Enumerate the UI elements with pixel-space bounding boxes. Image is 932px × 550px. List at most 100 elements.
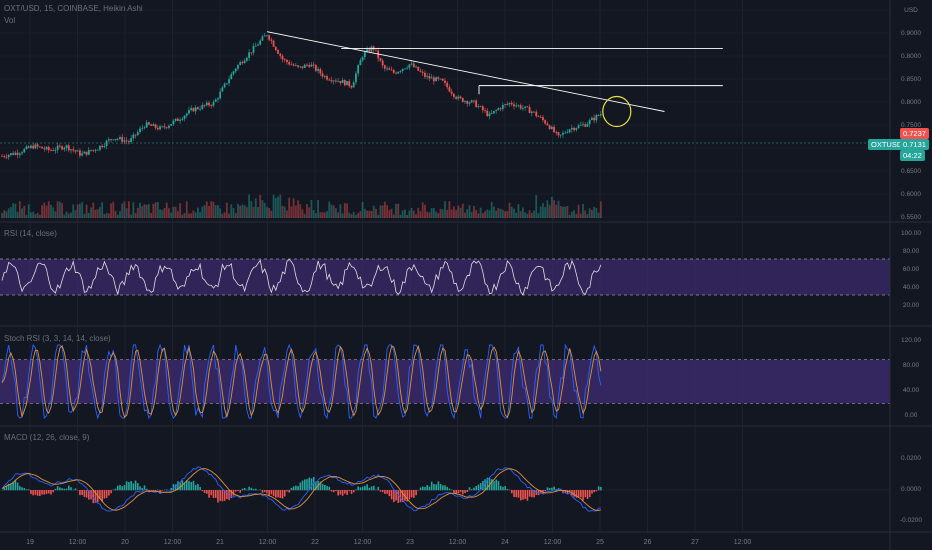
symbol-header[interactable]: OXT/USD, 15, COINBASE, Heikin Ashi: [4, 4, 143, 13]
volume-bar: [47, 201, 50, 218]
volume-bar: [63, 214, 66, 218]
macd-histogram-bar: [457, 490, 460, 494]
macd-histogram-bar: [170, 487, 173, 491]
volume-bar: [12, 203, 15, 218]
macd-histogram-bar: [495, 479, 498, 491]
macd-histogram-bar: [297, 486, 299, 491]
volume-bar: [87, 212, 90, 218]
macd-histogram-bar: [139, 486, 141, 491]
candle-body: [306, 64, 308, 66]
volume-bar: [152, 203, 155, 218]
volume-bar: [281, 205, 284, 218]
volume-bar: [210, 201, 213, 218]
candle-body: [190, 108, 193, 110]
volume-bar: [290, 206, 293, 218]
candle-body: [61, 146, 64, 150]
volume-bar: [10, 206, 12, 218]
macd-signal-line: [1, 468, 601, 511]
price-pane[interactable]: [0, 31, 890, 160]
candle-body: [312, 64, 315, 66]
candle-body: [161, 126, 164, 128]
macd-histogram-bar: [453, 490, 455, 493]
volume-bar: [404, 209, 406, 218]
candle-body: [290, 64, 293, 66]
volume-bar: [495, 210, 498, 218]
volume-bar: [96, 209, 99, 218]
macd-histogram-bar: [74, 488, 77, 491]
candle-body: [203, 104, 206, 106]
volume-bar: [366, 210, 368, 218]
candle-body: [7, 154, 10, 158]
macd-histogram-bar: [92, 490, 95, 504]
stoch-rsi-label[interactable]: Stoch RSI (3, 3, 14, 14, close): [4, 334, 111, 343]
candle-body: [452, 93, 455, 97]
macd-histogram-bar: [194, 484, 197, 491]
candle-body: [301, 66, 304, 68]
macd-histogram-bar: [32, 490, 34, 496]
highlight-circle: [602, 95, 632, 128]
macd-histogram-bar: [544, 490, 547, 492]
volume-bar: [444, 201, 446, 218]
volume-bar: [141, 206, 144, 218]
candle-body: [101, 145, 104, 147]
volume-bar: [343, 203, 346, 218]
candle-body: [99, 145, 101, 150]
candle-body: [85, 151, 88, 155]
macd-histogram-bar: [493, 481, 495, 491]
volume-bar: [475, 209, 478, 218]
macd-histogram-bar: [19, 486, 21, 491]
candle-body: [386, 68, 388, 70]
x-tick-label: 12:00: [354, 539, 372, 546]
macd-histogram-bar: [312, 476, 315, 491]
volume-bar: [504, 211, 506, 218]
volume-bar: [397, 203, 400, 218]
macd-histogram-bar: [237, 490, 239, 492]
volume-bar: [41, 205, 43, 218]
volume-bar: [36, 212, 39, 218]
candle-body: [250, 52, 253, 54]
candle-body: [542, 117, 544, 121]
candle-body: [272, 40, 275, 47]
candle-body: [521, 107, 524, 109]
volume-bar: [245, 207, 248, 218]
rsi-pane[interactable]: [0, 258, 890, 296]
candle-body: [357, 65, 360, 74]
volume-bar: [250, 201, 253, 218]
macd-pane[interactable]: [0, 466, 890, 512]
volume-bar: [154, 202, 157, 218]
rsi-label[interactable]: RSI (14, close): [4, 229, 57, 238]
macd-histogram-bar: [286, 490, 288, 492]
macd-histogram-bar: [137, 483, 139, 491]
candle-body: [123, 140, 126, 142]
macd-histogram-bar: [337, 490, 339, 496]
volume-label[interactable]: Vol: [4, 16, 16, 25]
candle-body: [515, 105, 518, 107]
macd-histogram-bar: [157, 489, 159, 491]
candle-body: [214, 99, 217, 102]
volume-bar: [370, 210, 373, 218]
macd-line: [1, 466, 601, 512]
candle-body: [490, 113, 493, 114]
candle-body: [228, 79, 230, 84]
macd-histogram-bar: [34, 490, 37, 495]
macd-histogram-bar: [491, 479, 493, 491]
candle-body: [148, 122, 150, 125]
volume-bar: [399, 214, 402, 218]
volume-bar: [65, 211, 68, 218]
candle-body: [159, 126, 161, 130]
stoch-rsi-pane[interactable]: [0, 343, 890, 420]
volume-bar: [303, 214, 306, 218]
volume-bar: [83, 213, 86, 218]
volume-bar: [174, 206, 177, 218]
volume-bar: [430, 208, 433, 218]
candle-body: [577, 125, 580, 129]
macd-histogram-bar: [332, 490, 335, 493]
volume-bar: [477, 213, 480, 218]
macd-histogram-bar: [466, 490, 469, 493]
candle-body: [30, 145, 32, 148]
candle-body: [355, 73, 357, 83]
macd-histogram-bar: [344, 490, 346, 494]
candle-body: [466, 101, 469, 104]
macd-label[interactable]: MACD (12, 26, close, 9): [4, 433, 90, 442]
